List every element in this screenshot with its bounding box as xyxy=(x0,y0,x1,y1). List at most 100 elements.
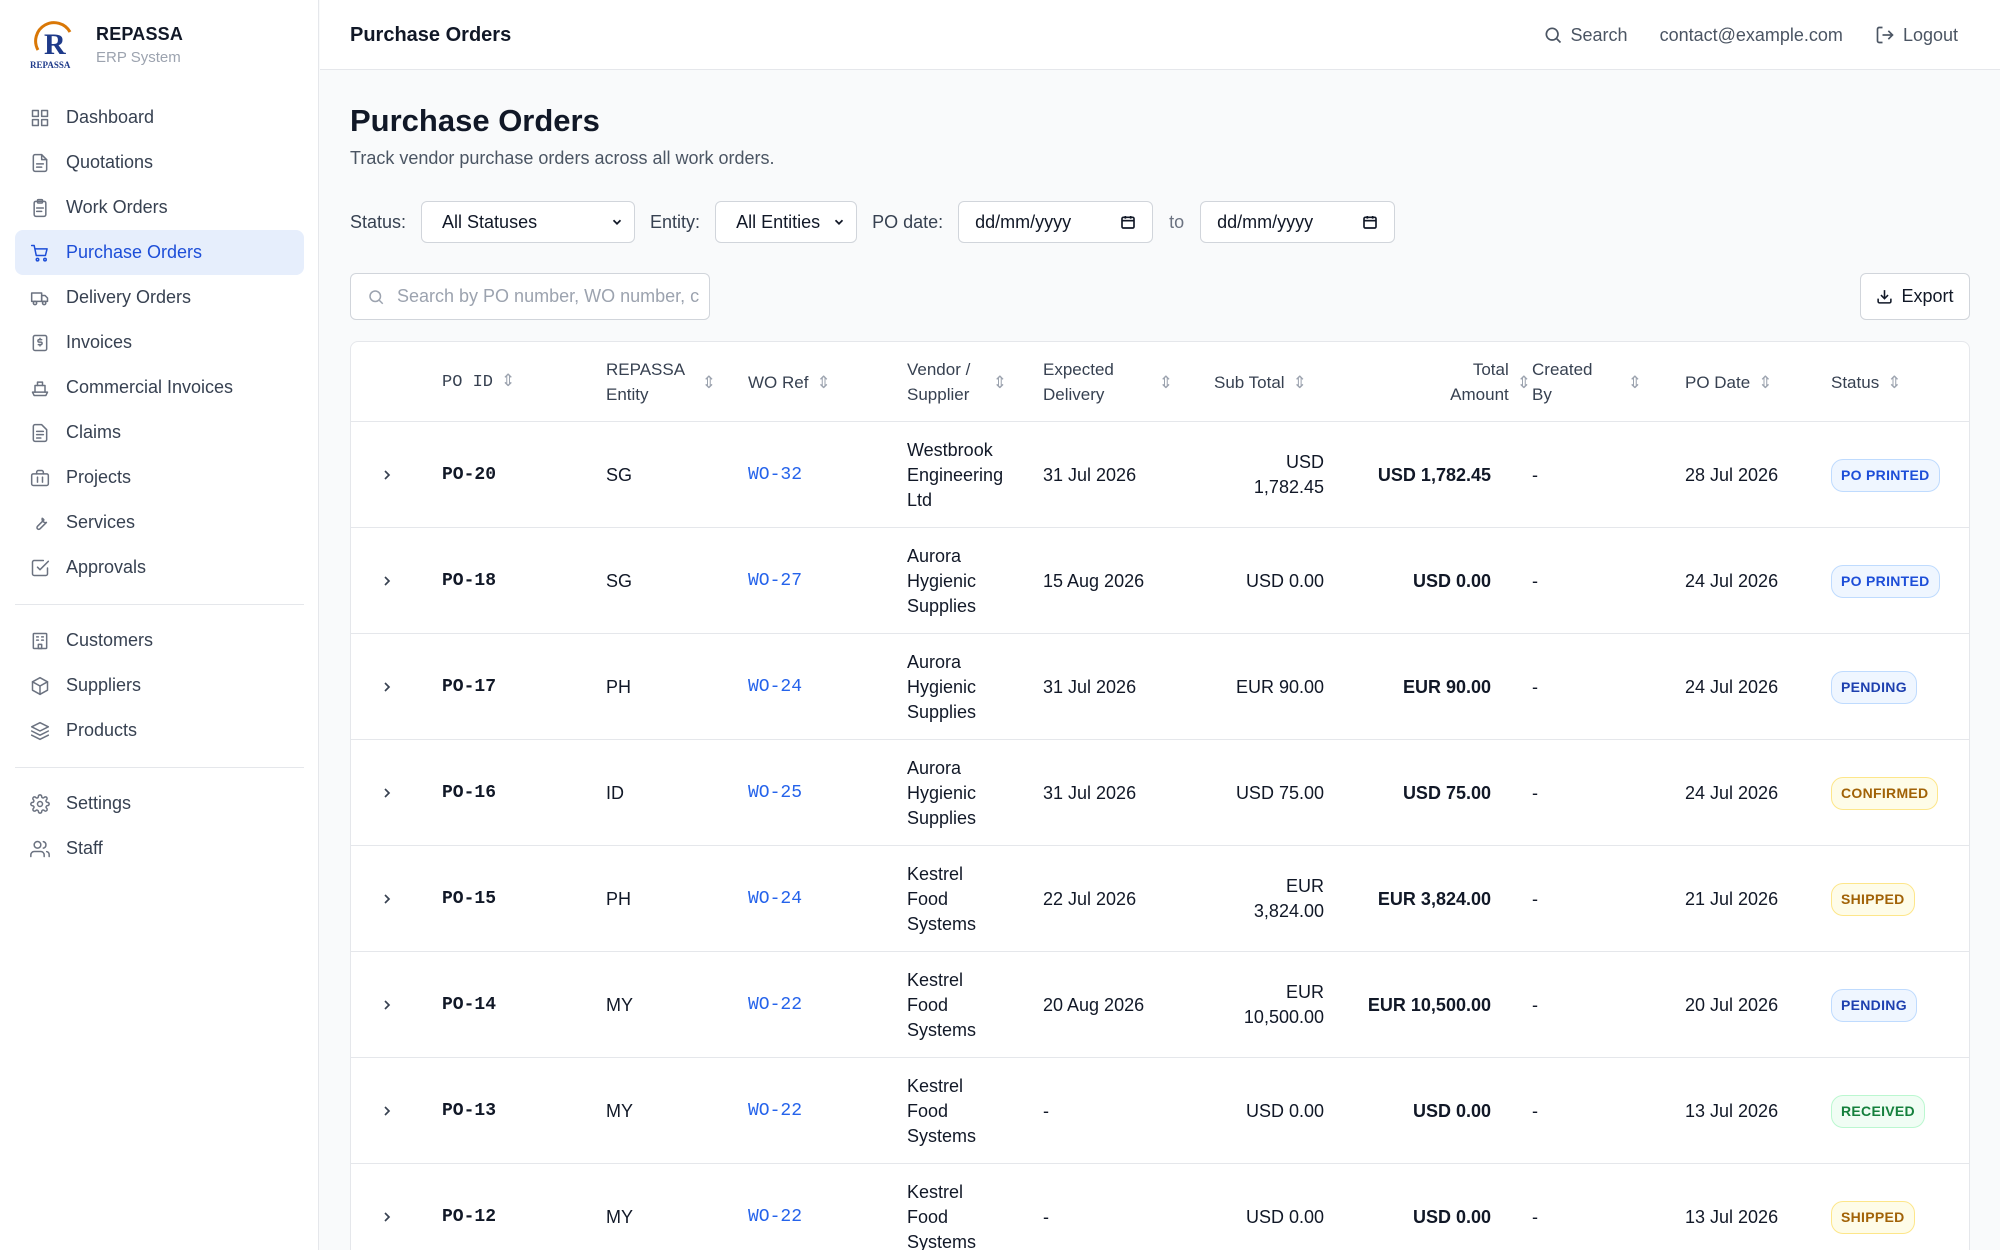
sub-total-cell: USD 1,782.45 xyxy=(1253,452,1324,497)
table-row[interactable]: PO-18 SG WO-27 Aurora Hygienic Supplies 15 Aug… xyxy=(351,528,1969,634)
entity-select[interactable]: All Entities xyxy=(715,201,858,243)
search-placeholder: Search by PO number, WO number, c xyxy=(397,286,700,306)
col-header-total-amount[interactable]: Total Amount ⇕ xyxy=(1450,360,1531,404)
wo-ref-link[interactable]: WO-24 xyxy=(748,888,803,909)
expand-row-button[interactable] xyxy=(379,422,395,528)
status-select[interactable]: All Statuses xyxy=(421,201,636,243)
wo-ref-link[interactable]: WO-24 xyxy=(748,676,803,697)
expand-row-button[interactable] xyxy=(379,1164,395,1250)
table-row[interactable]: PO-16 ID WO-25 Aurora Hygienic Supplies 31 Jul… xyxy=(351,740,1969,846)
table-row[interactable]: PO-12 MY WO-22 Kestrel Food Systems - USD 0.00 U… xyxy=(351,1164,1969,1250)
sidebar-item-approvals[interactable]: Approvals xyxy=(15,545,304,590)
expand-row-button[interactable] xyxy=(379,528,395,634)
logout-icon xyxy=(1876,26,1894,44)
receipt-icon xyxy=(32,334,48,351)
col-header-po-date[interactable]: PO Date ⇕ xyxy=(1685,372,1773,392)
sidebar-item-delivery-orders[interactable]: Delivery Orders xyxy=(15,275,304,320)
cart-icon xyxy=(30,244,48,262)
po-date-cell: 28 Jul 2026 xyxy=(1685,464,1779,485)
table-row[interactable]: PO-14 MY WO-22 Kestrel Food Systems 20 Aug 202… xyxy=(351,952,1969,1058)
sidebar-item-staff[interactable]: Staff xyxy=(15,826,304,871)
sidebar-item-purchase-orders[interactable]: Purchase Orders xyxy=(15,230,304,275)
user-email[interactable]: contact@example.com xyxy=(1660,25,1843,46)
po-date-cell: 21 Jul 2026 xyxy=(1685,888,1779,909)
export-button[interactable]: Export xyxy=(1860,273,1970,320)
entity-select-value: All Entities xyxy=(736,211,821,232)
expand-row-button[interactable] xyxy=(379,634,395,740)
po-search-input[interactable]: Search by PO number, WO number, c xyxy=(350,273,710,320)
po-date-from-input[interactable]: dd/mm/yyyy xyxy=(958,201,1154,243)
vendor-cell: Westbrook Engineering Ltd xyxy=(907,439,1004,510)
table-row[interactable]: PO-13 MY WO-22 Kestrel Food Systems - USD 0.00 U… xyxy=(351,1058,1969,1164)
expand-row-button[interactable] xyxy=(379,1058,395,1164)
sidebar-item-products[interactable]: Products xyxy=(15,708,304,753)
sub-total-cell: EUR 90.00 xyxy=(1235,676,1324,697)
table-row[interactable]: PO-17 PH WO-24 Aurora Hygienic Supplies 31 Jul… xyxy=(351,634,1969,740)
wo-ref-link[interactable]: WO-22 xyxy=(748,994,803,1015)
entity-cell: PH xyxy=(606,888,632,909)
search-button[interactable]: Search xyxy=(1543,25,1628,46)
sidebar-item-invoices[interactable]: Invoices xyxy=(15,320,304,365)
briefcase-icon xyxy=(30,469,50,486)
col-header-entity[interactable]: REPASSA Entity ⇕ xyxy=(606,360,716,404)
expand-row-button[interactable] xyxy=(379,952,395,1058)
entity-filter-label: Entity: xyxy=(650,211,701,232)
date-from-value: dd/mm/yyyy xyxy=(975,211,1072,232)
sidebar-item-suppliers[interactable]: Suppliers xyxy=(15,663,304,708)
col-header-po-id[interactable]: PO ID ⇕ xyxy=(442,372,516,392)
logout-button[interactable]: Logout xyxy=(1875,25,1958,46)
total-amount-cell: USD 0.00 xyxy=(1412,570,1491,591)
col-header-wo-ref[interactable]: WO Ref ⇕ xyxy=(748,372,831,392)
total-amount-cell: EUR 90.00 xyxy=(1402,676,1491,697)
filter-bar: Status: All Statuses Entity: All Entitie… xyxy=(350,201,1396,243)
sidebar-item-work-orders[interactable]: Work Orders xyxy=(15,185,304,230)
sidebar-item-services[interactable]: Services xyxy=(15,500,304,545)
gear-icon xyxy=(30,793,50,814)
sidebar-item-dashboard[interactable]: Dashboard xyxy=(15,95,304,140)
sidebar-item-customers[interactable]: Customers xyxy=(15,618,304,663)
nav-divider xyxy=(15,767,304,768)
date-to-value: dd/mm/yyyy xyxy=(1217,211,1314,232)
expand-row-button[interactable] xyxy=(379,846,395,952)
sidebar-item-commercial-invoices[interactable]: Commercial Invoices xyxy=(15,365,304,410)
status-select-value: All Statuses xyxy=(442,211,538,232)
sub-total-cell: USD 0.00 xyxy=(1245,1100,1324,1121)
repassa-logo: R REPASSA xyxy=(30,20,80,70)
sidebar-item-label: Claims xyxy=(66,422,122,442)
table-row[interactable]: PO-15 PH WO-24 Kestrel Food Systems 22 Jul 202… xyxy=(351,846,1969,952)
sidebar: R REPASSA REPASSA ERP System Dashboard Qu… xyxy=(0,0,319,1250)
po-id-cell: PO-12 xyxy=(442,1206,497,1227)
po-date-cell: 13 Jul 2026 xyxy=(1685,1206,1779,1227)
table-header: PO ID ⇕ REPASSA Entity ⇕ WO Ref ⇕ Vendor / Su… xyxy=(351,342,1969,422)
status-badge: SHIPPED xyxy=(1831,882,1915,916)
purchase-orders-table: PO ID ⇕ REPASSA Entity ⇕ WO Ref ⇕ Vendor / Su… xyxy=(350,341,1970,1250)
po-date-to-input[interactable]: dd/mm/yyyy xyxy=(1200,201,1396,243)
grid-icon xyxy=(31,109,49,126)
wo-ref-link[interactable]: WO-25 xyxy=(748,782,803,803)
sidebar-item-claims[interactable]: Claims xyxy=(15,410,304,455)
col-header-expected-delivery[interactable]: Expected Delivery ⇕ xyxy=(1043,360,1173,404)
brand-subtitle: ERP System xyxy=(96,49,181,66)
sidebar-item-settings[interactable]: Settings xyxy=(15,781,304,826)
wo-ref-link[interactable]: WO-27 xyxy=(748,570,803,591)
sidebar-item-projects[interactable]: Projects xyxy=(15,455,304,500)
table-row[interactable]: PO-20 SG WO-32 Westbrook Engineering Ltd 31 Ju… xyxy=(351,422,1969,528)
sidebar-item-quotations[interactable]: Quotations xyxy=(15,140,304,185)
col-header-vendor[interactable]: Vendor / Supplier ⇕ xyxy=(907,360,1007,404)
svg-text:REPASSA: REPASSA xyxy=(30,60,71,70)
chevron-down-icon xyxy=(834,219,844,225)
status-badge: RECEIVED xyxy=(1831,1094,1925,1128)
col-header-created-by[interactable]: Created By ⇕ xyxy=(1532,360,1642,404)
vendor-cell: Kestrel Food Systems xyxy=(907,863,977,934)
col-header-status[interactable]: Status ⇕ xyxy=(1831,372,1902,392)
wo-ref-link[interactable]: WO-22 xyxy=(748,1100,803,1121)
status-badge: PENDING xyxy=(1831,670,1917,704)
wo-ref-link[interactable]: WO-22 xyxy=(748,1206,803,1227)
wo-ref-link[interactable]: WO-32 xyxy=(748,464,803,485)
status-badge: PO PRINTED xyxy=(1831,564,1940,598)
expand-row-button[interactable] xyxy=(379,740,395,846)
sidebar-item-label: Work Orders xyxy=(66,197,168,217)
col-header-sub-total[interactable]: Sub Total ⇕ xyxy=(1214,372,1307,392)
brand[interactable]: R REPASSA REPASSA ERP System xyxy=(30,20,183,70)
sidebar-item-label: Invoices xyxy=(66,332,133,352)
